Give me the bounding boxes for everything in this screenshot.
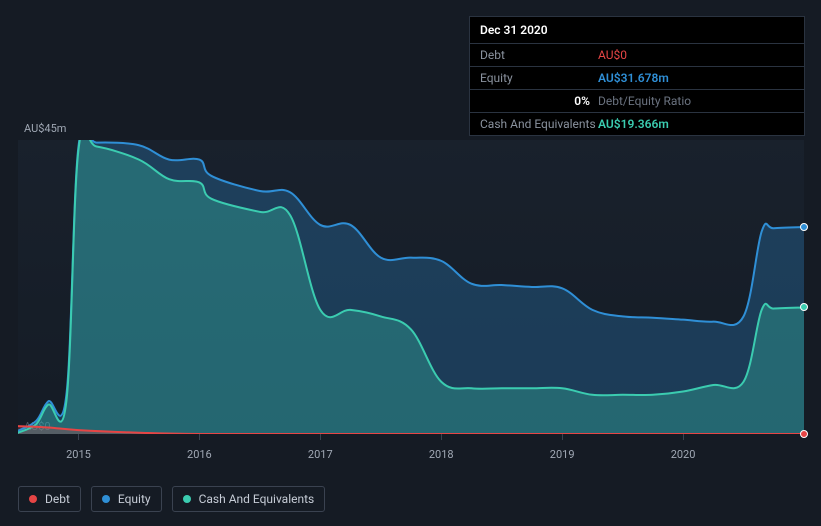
series-end-dot-debt — [800, 430, 808, 438]
tooltip-ratio-pct: 0% — [480, 94, 598, 108]
xaxis: 2015 2016 2017 2018 2019 2020 — [18, 434, 804, 464]
tooltip-row-equity: Equity AU$31.678m — [470, 67, 804, 90]
series-end-dot-cash — [800, 303, 808, 311]
xtick-label: 2019 — [550, 448, 575, 461]
chart-tooltip: Dec 31 2020 Debt AU$0 Equity AU$31.678m … — [469, 16, 805, 136]
tooltip-equity-label: Equity — [480, 71, 598, 85]
tooltip-cash-value: AU$19.366m — [598, 117, 669, 131]
xtick-mark — [441, 434, 442, 440]
legend-dot-equity — [102, 495, 110, 503]
tooltip-row-cash: Cash And Equivalents AU$19.366m — [470, 113, 804, 135]
tooltip-debt-label: Debt — [480, 48, 598, 62]
tooltip-date: Dec 31 2020 — [470, 17, 804, 44]
xtick-mark — [562, 434, 563, 440]
xtick-label: 2016 — [187, 448, 212, 461]
series-end-dot-equity — [800, 223, 808, 231]
legend-label-equity: Equity — [118, 492, 151, 506]
legend-item-cash[interactable]: Cash And Equivalents — [172, 486, 326, 512]
xtick-label: 2015 — [66, 448, 91, 461]
tooltip-ratio-label: Debt/Equity Ratio — [598, 94, 691, 108]
tooltip-row-debt: Debt AU$0 — [470, 44, 804, 67]
legend-label-cash: Cash And Equivalents — [199, 492, 315, 506]
xtick-mark — [320, 434, 321, 440]
yaxis-max-label: AU$45m — [24, 122, 66, 135]
xtick-mark — [683, 434, 684, 440]
chart-plot-area[interactable] — [18, 140, 804, 434]
chart-svg — [18, 140, 804, 434]
legend-label-debt: Debt — [45, 492, 70, 506]
tooltip-row-ratio: 0% Debt/Equity Ratio — [470, 90, 804, 113]
xtick-label: 2018 — [429, 448, 454, 461]
chart-legend: Debt Equity Cash And Equivalents — [18, 486, 325, 512]
legend-dot-debt — [29, 495, 37, 503]
xtick-label: 2017 — [308, 448, 333, 461]
xtick-mark — [199, 434, 200, 440]
xtick-label: 2020 — [671, 448, 696, 461]
legend-dot-cash — [183, 495, 191, 503]
legend-item-equity[interactable]: Equity — [91, 486, 162, 512]
xtick-mark — [78, 434, 79, 440]
tooltip-cash-label: Cash And Equivalents — [480, 117, 598, 131]
tooltip-equity-value: AU$31.678m — [598, 71, 669, 85]
tooltip-debt-value: AU$0 — [598, 48, 627, 62]
legend-item-debt[interactable]: Debt — [18, 486, 81, 512]
